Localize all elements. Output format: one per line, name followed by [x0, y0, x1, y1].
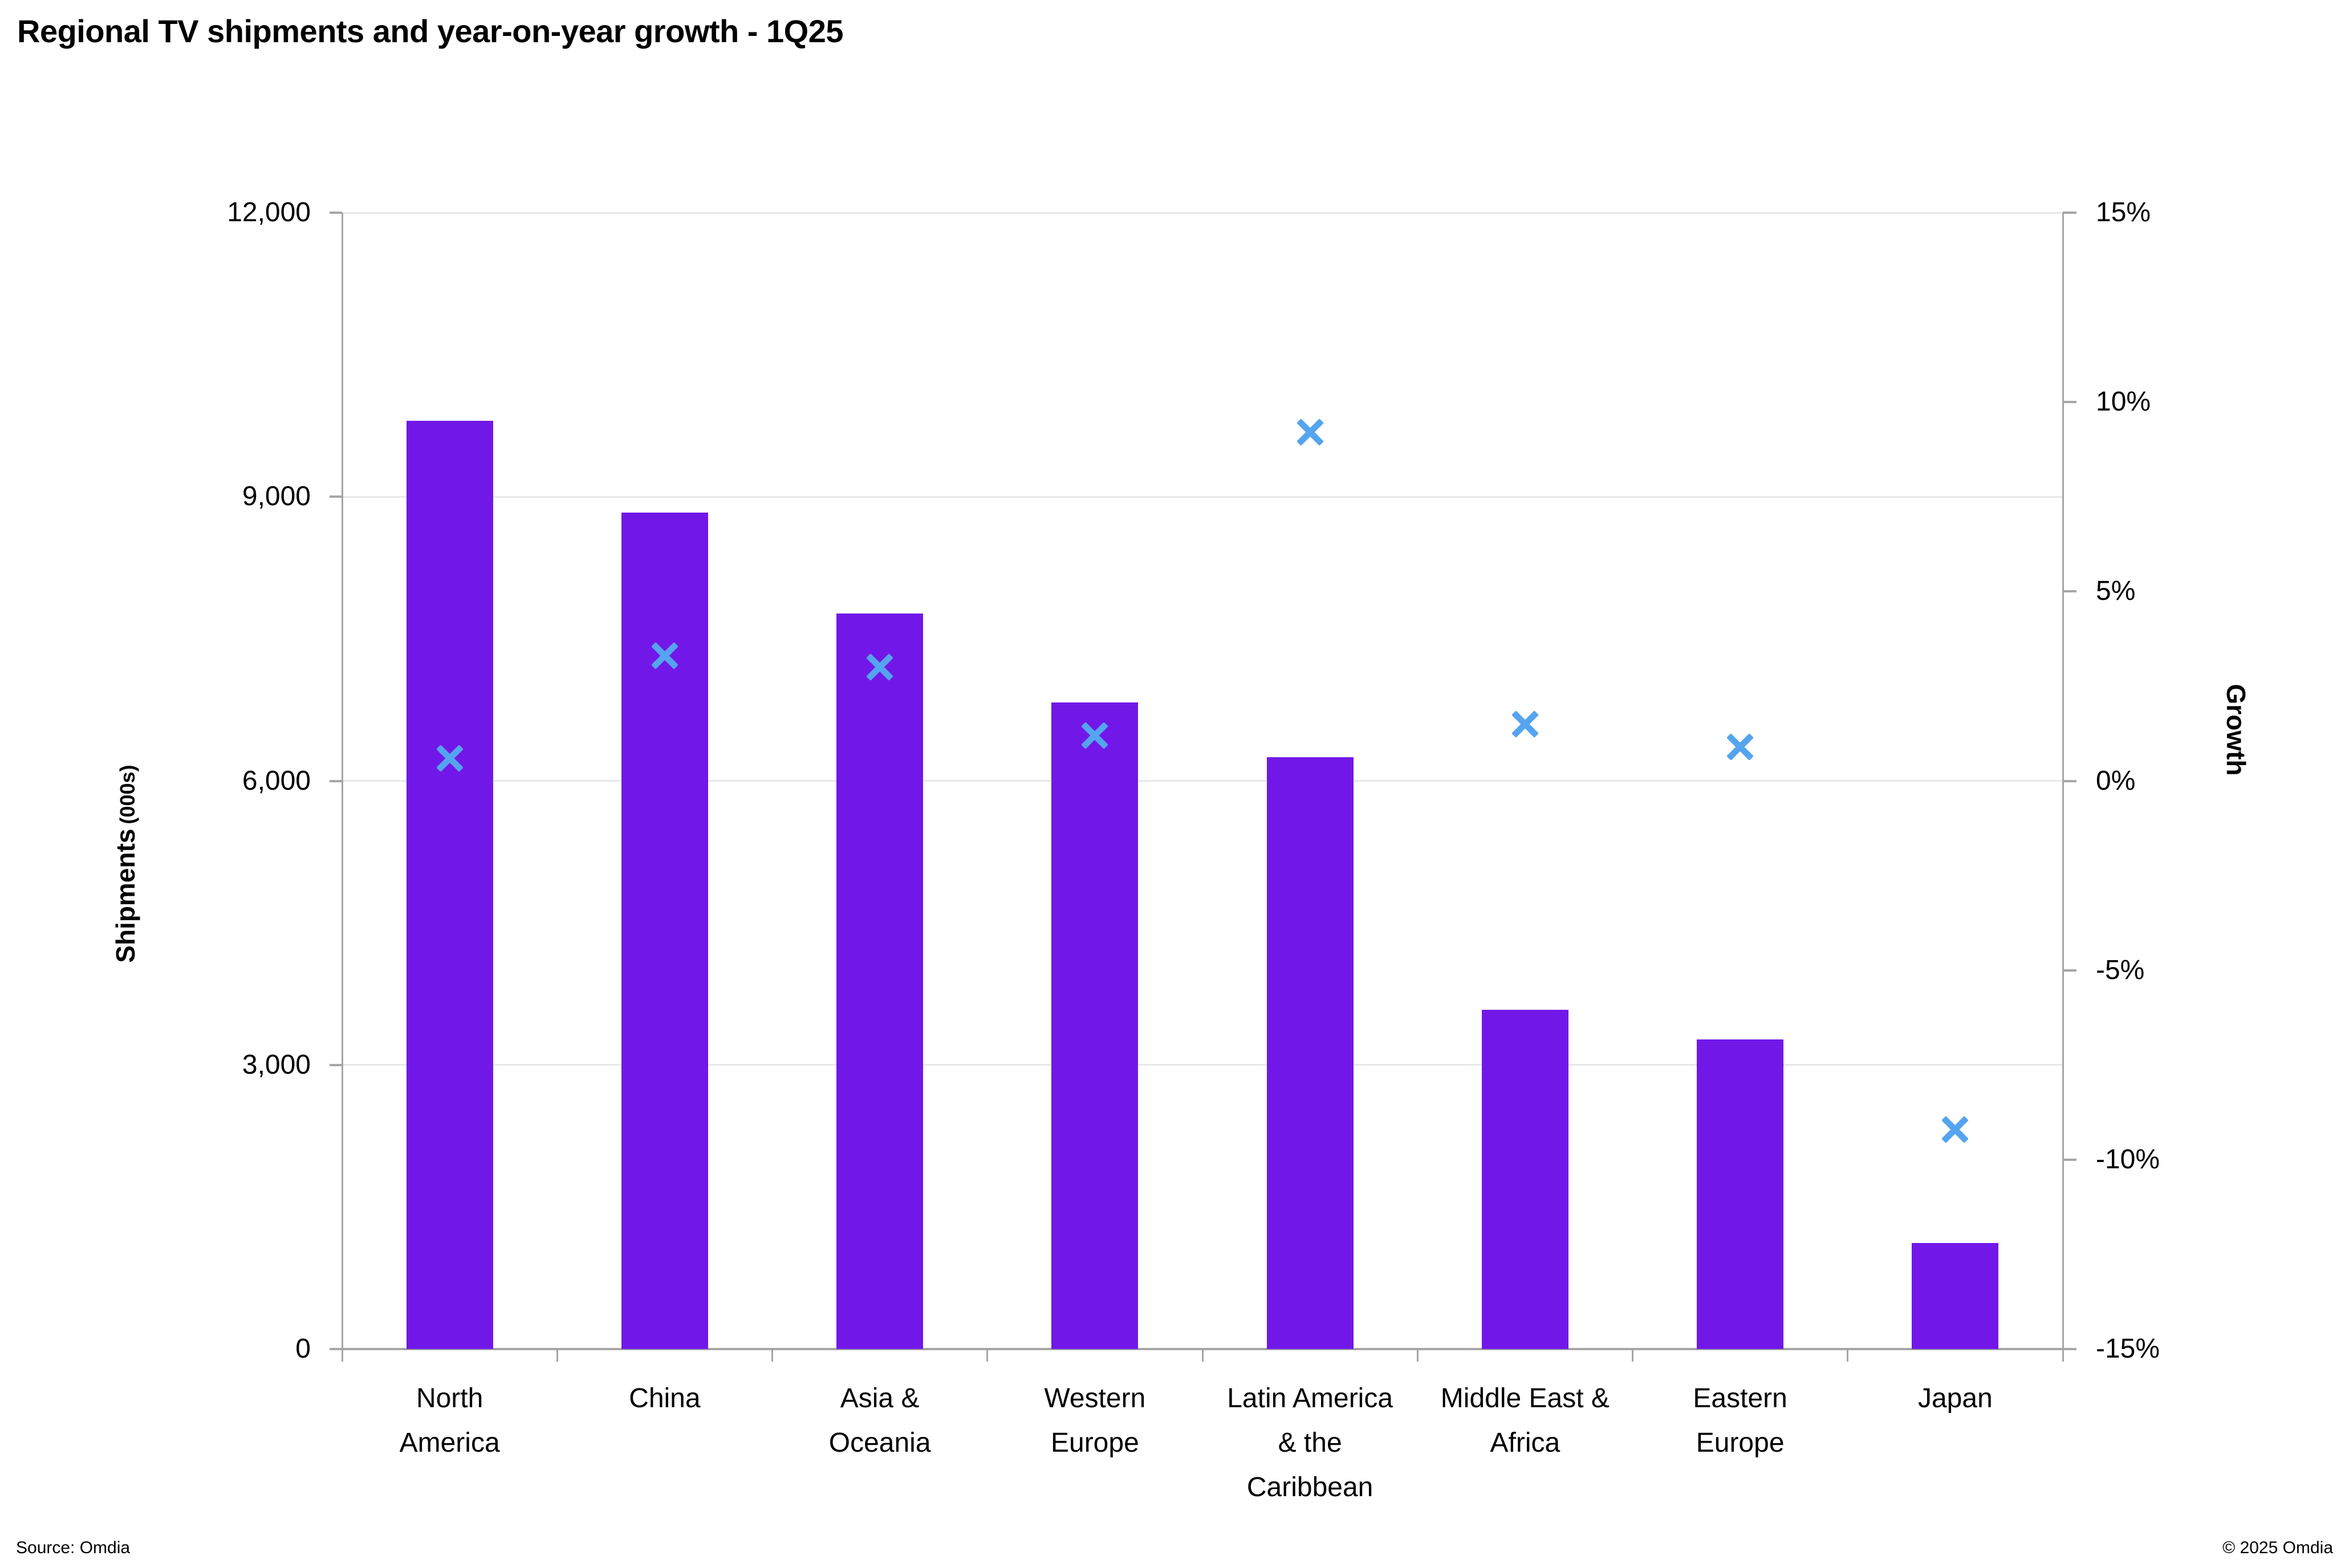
category-label-china: China — [539, 1376, 790, 1421]
bar-middle-east-africa — [1481, 1010, 1568, 1349]
marker-middle-east-africa — [1511, 710, 1539, 738]
left-axis-tick-label: 12,000 — [227, 197, 311, 228]
right-axis-tick — [2063, 212, 2076, 214]
category-label-line: Eastern — [1693, 1383, 1787, 1413]
category-boundary-tick — [1847, 1349, 1849, 1362]
bar-asia-oceania — [836, 613, 924, 1349]
left-axis-title-suffix: (000s) — [116, 765, 139, 824]
x-marker-icon — [1296, 419, 1324, 446]
x-marker-icon — [1941, 1115, 1969, 1143]
right-axis-tick-label: 10% — [2096, 387, 2151, 417]
marker-asia-oceania — [866, 653, 894, 681]
category-label-line: Western — [1044, 1383, 1146, 1413]
left-axis-tick — [330, 212, 342, 214]
bar-japan — [1912, 1242, 1999, 1349]
bar-north-america — [406, 421, 493, 1349]
left-axis-tick-label: 3,000 — [242, 1049, 311, 1080]
category-label-line: Asia & — [840, 1383, 920, 1413]
category-boundary-tick — [341, 1349, 343, 1362]
right-axis-tick-label: -5% — [2096, 954, 2145, 985]
category-label-japan: Japan — [1830, 1376, 2080, 1421]
bar-china — [621, 513, 708, 1349]
chart-title: Regional TV shipments and year-on-year g… — [17, 13, 843, 49]
category-label-line: Japan — [1917, 1383, 1993, 1413]
category-boundary-tick — [1201, 1349, 1204, 1362]
category-label-line: Oceania — [828, 1428, 931, 1458]
left-axis-line — [341, 213, 343, 1349]
category-boundary-tick — [556, 1349, 558, 1362]
category-label-line: America — [399, 1428, 500, 1458]
left-axis-tick-label: 6,000 — [242, 765, 311, 796]
marker-china — [651, 642, 678, 670]
category-boundary-tick — [986, 1349, 989, 1362]
x-marker-icon — [866, 653, 894, 681]
left-axis-tick — [330, 495, 342, 498]
category-label-western-europe: Western Europe — [969, 1376, 1220, 1465]
category-label-line: & the — [1278, 1428, 1342, 1458]
marker-western-europe — [1081, 721, 1109, 749]
category-boundary-tick — [1632, 1349, 1633, 1362]
marker-eastern-europe — [1726, 733, 1754, 761]
horizontal-gridline — [342, 780, 2063, 782]
x-marker-icon — [1511, 710, 1539, 738]
category-boundary-tick — [1416, 1349, 1419, 1362]
bar-latin-america-the-caribbean — [1266, 757, 1354, 1349]
bar-western-europe — [1051, 702, 1139, 1349]
left-axis-tick — [330, 779, 342, 782]
right-axis-tick — [2063, 779, 2076, 782]
copyright-note: © 2025 Omdia — [2222, 1538, 2333, 1557]
x-marker-icon — [1726, 733, 1754, 761]
category-label-latin-america-the-caribbean: Latin America & the Caribbean — [1185, 1376, 1436, 1510]
left-axis-tick-label: 0 — [295, 1334, 311, 1364]
category-boundary-tick — [2062, 1349, 2064, 1362]
x-marker-icon — [436, 744, 464, 772]
x-marker-icon — [1081, 721, 1109, 749]
marker-japan — [1941, 1115, 1969, 1143]
left-axis-tick-label: 9,000 — [242, 481, 311, 512]
left-axis-title: Shipments (000s) — [110, 765, 141, 962]
horizontal-gridline — [342, 212, 2063, 214]
marker-north-america — [436, 744, 464, 772]
category-label-line: Middle East & — [1440, 1383, 1610, 1413]
category-label-line: North — [416, 1383, 483, 1413]
category-label-middle-east-africa: Middle East & Africa — [1400, 1376, 1651, 1465]
category-boundary-tick — [771, 1349, 773, 1362]
category-label-line: Africa — [1490, 1428, 1560, 1458]
right-axis-tick-label: 15% — [2096, 197, 2151, 228]
category-label-north-america: North America — [324, 1376, 575, 1465]
bar-eastern-europe — [1697, 1039, 1784, 1349]
right-axis-title: Growth — [2221, 684, 2251, 776]
category-label-line: Europe — [1050, 1428, 1139, 1458]
left-axis-tick — [330, 1348, 342, 1350]
source-note: Source: Omdia — [16, 1538, 131, 1557]
right-axis-tick — [2063, 401, 2076, 404]
right-axis-tick-label: -10% — [2096, 1144, 2160, 1175]
category-label-asia-oceania: Asia & Oceania — [754, 1376, 1005, 1465]
left-axis-tick — [330, 1063, 342, 1066]
right-axis-tick-label: 5% — [2096, 576, 2136, 607]
right-axis-tick — [2063, 1348, 2076, 1350]
category-label-line: Europe — [1696, 1428, 1785, 1458]
right-axis-tick — [2063, 590, 2076, 593]
right-axis-tick — [2063, 969, 2076, 972]
x-marker-icon — [651, 642, 678, 670]
horizontal-gridline — [342, 1064, 2063, 1066]
category-label-line: Caribbean — [1246, 1472, 1373, 1502]
category-label-eastern-europe: Eastern Europe — [1615, 1376, 1866, 1465]
left-axis-title-text: Shipments — [111, 828, 140, 963]
horizontal-gridline — [342, 495, 2063, 498]
category-label-line: China — [629, 1383, 701, 1413]
right-axis-tick — [2063, 1158, 2076, 1161]
category-label-line: Latin America — [1227, 1383, 1393, 1413]
right-axis-tick-label: 0% — [2096, 765, 2136, 796]
right-axis-tick-label: -15% — [2096, 1334, 2160, 1364]
marker-latin-america-the-caribbean — [1296, 419, 1324, 446]
